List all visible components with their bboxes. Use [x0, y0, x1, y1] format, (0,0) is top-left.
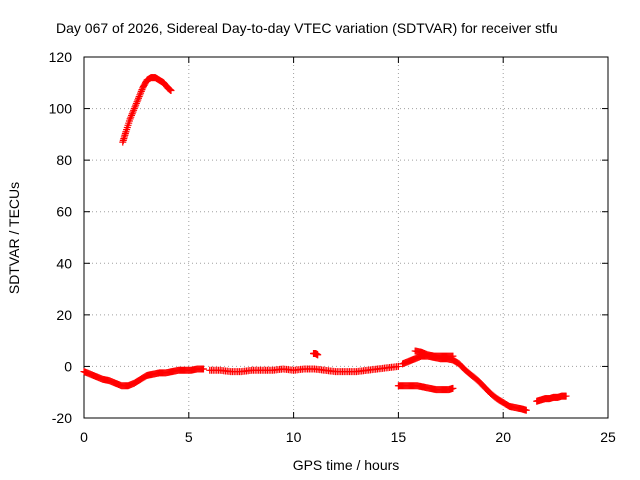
y-tick-labels: -20 0 20 40 60 80 100 120: [49, 49, 73, 426]
y-tick-label: -20: [52, 410, 72, 426]
y-tick-label: 120: [49, 49, 73, 65]
data-point: [128, 111, 136, 119]
data-point: [126, 115, 134, 123]
x-tick-label: 15: [391, 429, 407, 445]
data-point: [132, 101, 140, 109]
plot-frame: [83, 56, 609, 419]
series-upper-short: [411, 347, 457, 360]
y-tick-label: 0: [64, 358, 72, 374]
data-point: [131, 103, 139, 111]
data-point: [127, 113, 135, 121]
data-point: [138, 86, 146, 94]
data-point: [449, 352, 457, 360]
data-point: [199, 365, 207, 373]
y-tick-label: 100: [49, 101, 73, 117]
data-point: [134, 96, 142, 104]
data-point: [132, 99, 140, 107]
data-point: [130, 105, 138, 113]
data-point: [167, 87, 175, 95]
data-point: [133, 98, 141, 106]
series-high-arc: [119, 74, 175, 146]
data-point: [137, 87, 145, 95]
y-axis-label: SDTVAR / TECUs: [6, 182, 22, 294]
data-point: [137, 89, 145, 97]
x-tick-label: 25: [600, 429, 616, 445]
data-point: [314, 351, 322, 359]
gridlines: [84, 57, 608, 418]
x-tick-label: 10: [286, 429, 302, 445]
series-main-b: [206, 362, 402, 376]
data-point: [130, 106, 138, 114]
y-tick-label: 60: [56, 204, 72, 220]
data-point: [129, 108, 137, 116]
x-tick-labels: 0 5 10 15 20 25: [80, 429, 616, 445]
chart-title: Day 067 of 2026, Sidereal Day-to-day VTE…: [56, 20, 558, 36]
axis-ticks: [83, 56, 609, 419]
data-series: [80, 74, 570, 414]
x-tick-label: 0: [80, 429, 88, 445]
series-main-a: [80, 365, 207, 390]
x-tick-label: 20: [495, 429, 511, 445]
data-point: [522, 406, 530, 414]
y-tick-label: 20: [56, 307, 72, 323]
series-late: [533, 392, 570, 405]
data-point: [562, 392, 570, 400]
x-axis-label: GPS time / hours: [293, 457, 400, 473]
x-tick-label: 5: [185, 429, 193, 445]
data-point: [134, 94, 142, 102]
data-point: [136, 91, 144, 99]
series-lower-short: [394, 382, 457, 394]
data-point: [449, 384, 457, 392]
data-point: [128, 110, 136, 118]
data-point: [135, 93, 143, 101]
series-spike: [310, 350, 322, 359]
y-tick-label: 80: [56, 152, 72, 168]
y-tick-label: 40: [56, 255, 72, 271]
data-point: [394, 362, 402, 370]
